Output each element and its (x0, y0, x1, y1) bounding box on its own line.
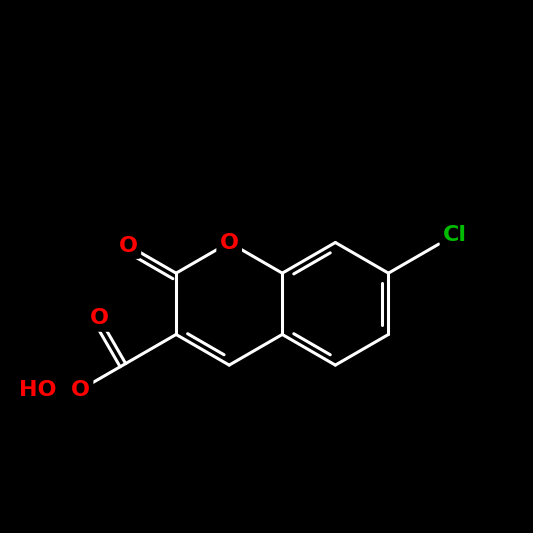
Text: Cl: Cl (443, 225, 467, 245)
Text: O: O (90, 309, 109, 328)
Text: O: O (119, 236, 138, 256)
Text: HO: HO (19, 379, 56, 400)
Text: O: O (220, 232, 239, 253)
Text: O: O (71, 379, 90, 400)
